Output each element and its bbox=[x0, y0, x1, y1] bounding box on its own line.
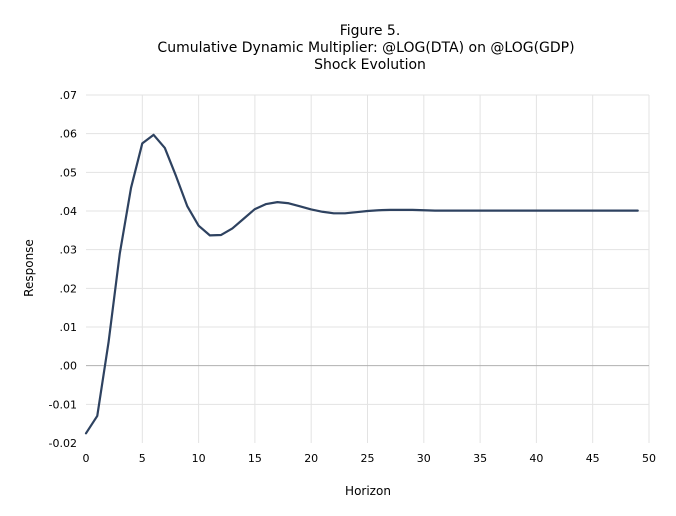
y-axis-ticks: -0.02 -0.01 .00 .01 .02 .03 .04 .05 .06 .07 bbox=[49, 89, 77, 450]
x-tick-label: 15 bbox=[248, 452, 262, 465]
y-tick-label: .00 bbox=[60, 360, 78, 373]
y-tick-label: .07 bbox=[60, 89, 78, 102]
y-tick-label: .03 bbox=[60, 244, 78, 257]
y-axis-title: Response bbox=[22, 239, 36, 297]
chart-title-line-2: Cumulative Dynamic Multiplier: @LOG(DTA)… bbox=[157, 40, 574, 56]
x-axis-ticks: 0 5 10 15 20 25 30 35 40 45 50 bbox=[83, 452, 657, 465]
y-tick-label: .04 bbox=[60, 205, 78, 218]
x-tick-label: 0 bbox=[83, 452, 90, 465]
x-tick-label: 20 bbox=[304, 452, 318, 465]
series-line-1 bbox=[84, 133, 639, 435]
x-axis-title: Horizon bbox=[345, 484, 391, 498]
chart-title-line-1: Figure 5. bbox=[340, 23, 401, 39]
x-tick-label: 5 bbox=[139, 452, 146, 465]
chart-title: Figure 5. Cumulative Dynamic Multiplier:… bbox=[157, 23, 574, 73]
x-tick-label: 50 bbox=[642, 452, 656, 465]
chart-title-line-3: Shock Evolution bbox=[314, 57, 426, 73]
x-tick-label: 10 bbox=[192, 452, 206, 465]
x-tick-label: 40 bbox=[529, 452, 543, 465]
grid bbox=[86, 94, 650, 443]
x-tick-label: 35 bbox=[473, 452, 487, 465]
y-tick-label: .01 bbox=[60, 321, 78, 334]
y-tick-label: .06 bbox=[60, 128, 78, 141]
x-tick-label: 30 bbox=[417, 452, 431, 465]
y-tick-label: -0.02 bbox=[49, 437, 77, 450]
y-tick-label: .02 bbox=[60, 282, 78, 295]
x-tick-label: 45 bbox=[586, 452, 600, 465]
y-tick-label: -0.01 bbox=[49, 398, 77, 411]
x-tick-label: 25 bbox=[361, 452, 375, 465]
series-group bbox=[84, 133, 639, 435]
y-tick-label: .05 bbox=[60, 166, 78, 179]
